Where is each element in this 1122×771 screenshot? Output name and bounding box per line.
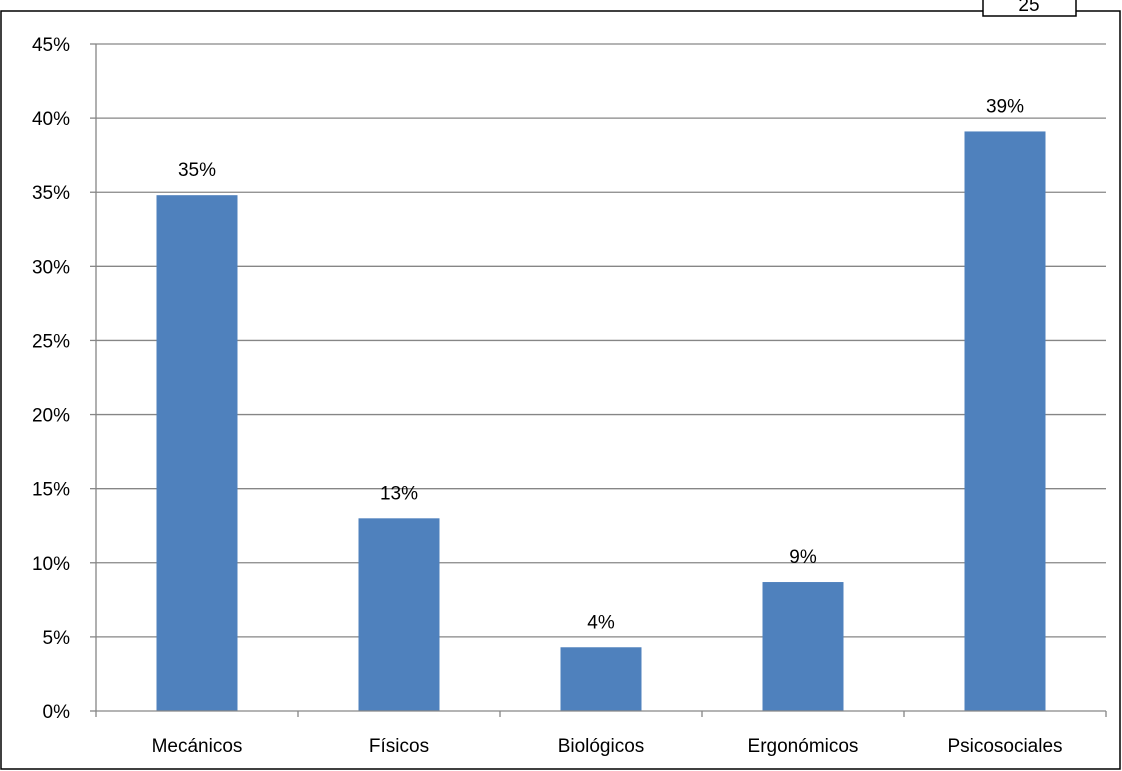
data-label: 39% bbox=[986, 96, 1024, 117]
gridlines bbox=[96, 43, 1106, 638]
axes bbox=[90, 43, 1107, 717]
corner-badge-box bbox=[982, 0, 1077, 17]
corner-badge: 25 bbox=[982, 0, 1077, 17]
x-tick-label: Biológicos bbox=[558, 736, 645, 757]
bar bbox=[964, 131, 1046, 711]
x-tick-label: Mecánicos bbox=[152, 736, 243, 757]
y-tick-label: 35% bbox=[32, 183, 70, 204]
bar bbox=[762, 582, 844, 711]
y-tick-labels: 0% 5% 10% 15% 20% 25% 30% 35% 40% 45% bbox=[32, 35, 70, 723]
y-tick-label: 10% bbox=[32, 554, 70, 575]
data-label: 13% bbox=[380, 483, 418, 504]
y-tick-label: 30% bbox=[32, 257, 70, 278]
y-tick-label: 45% bbox=[32, 35, 70, 56]
y-tick-label: 40% bbox=[32, 109, 70, 130]
y-tick-label: 5% bbox=[43, 628, 71, 649]
x-tick-labels: Mecánicos Físicos Biológicos Ergonómicos Psi… bbox=[152, 736, 1063, 757]
y-tick-label: 20% bbox=[32, 406, 70, 427]
y-tick-label: 15% bbox=[32, 480, 70, 501]
y-tick-label: 25% bbox=[32, 331, 70, 352]
x-tick-label: Ergonómicos bbox=[748, 736, 859, 757]
data-label: 4% bbox=[587, 612, 615, 633]
x-tick-label: Psicosociales bbox=[947, 736, 1062, 757]
data-labels: 35% 13% 4% 9% 39% bbox=[178, 96, 1024, 633]
data-label: 35% bbox=[178, 160, 216, 181]
bars bbox=[156, 131, 1046, 712]
bar bbox=[156, 195, 238, 712]
corner-badge-text: 25 bbox=[1018, 0, 1039, 16]
x-tick-label: Físicos bbox=[369, 736, 429, 757]
bar bbox=[560, 647, 642, 711]
bar bbox=[358, 518, 440, 711]
y-tick-label: 0% bbox=[43, 702, 71, 723]
data-label: 9% bbox=[789, 547, 817, 568]
